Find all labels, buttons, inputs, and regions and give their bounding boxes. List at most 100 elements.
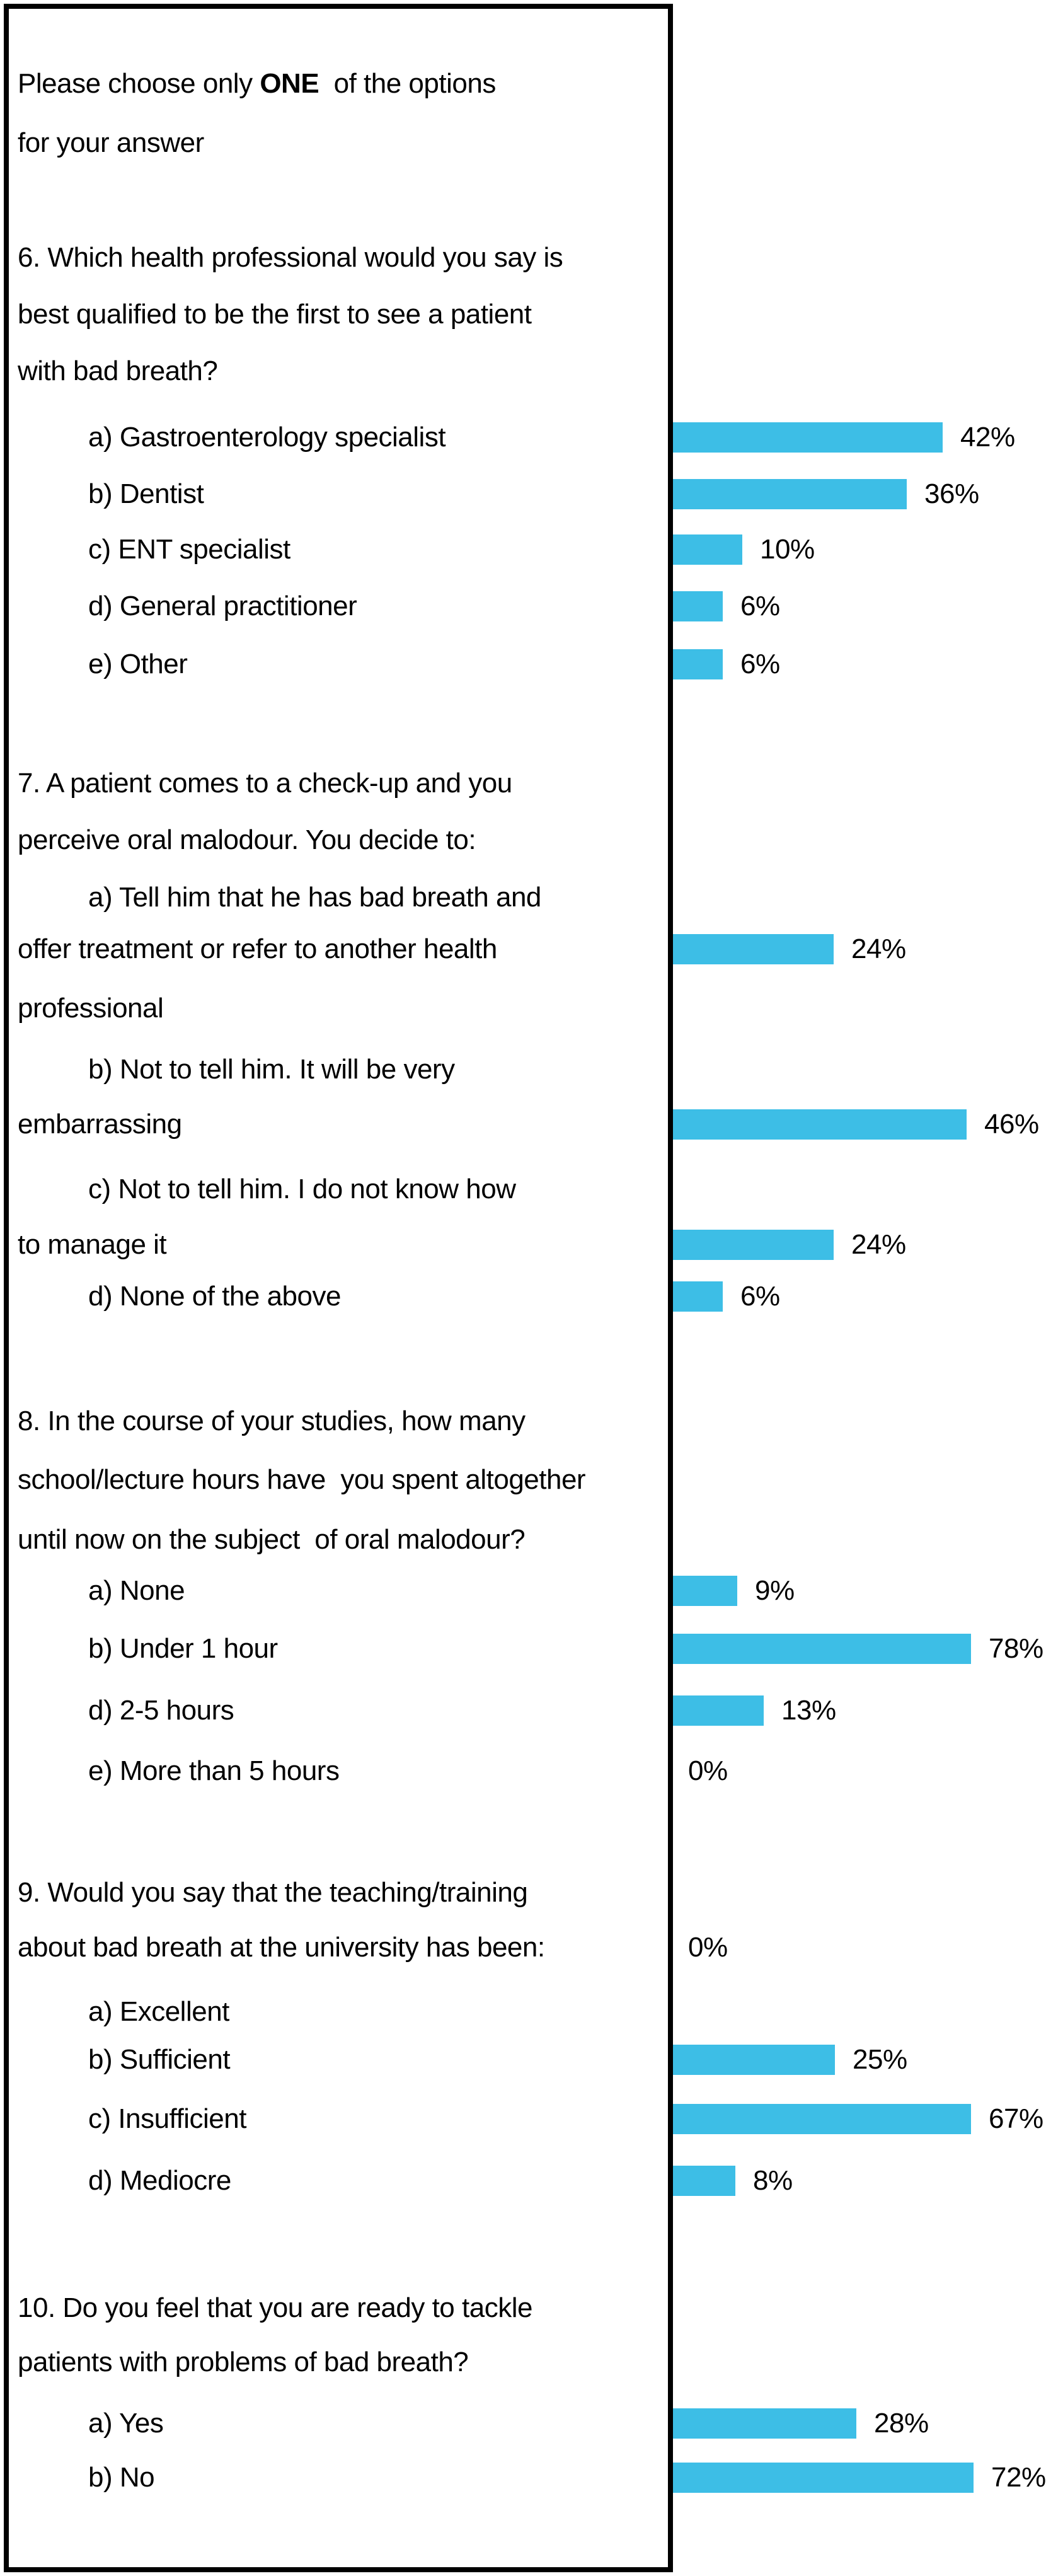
line-text: c) Not to tell him. I do not know how (88, 1174, 516, 1204)
line-text: 10. Do you feel that you are ready to ta… (18, 2292, 532, 2323)
intro-line: Please choose only ONE of the options (0, 55, 1046, 112)
text-line: with bad breath? (0, 343, 1046, 400)
value-label: 42% (960, 422, 1015, 453)
value-label: 25% (853, 2044, 907, 2075)
text-line: patients with problems of bad breath? (0, 2334, 1046, 2391)
line-text: d) Mediocre (88, 2165, 231, 2196)
text-line: 6. Which health professional would you s… (0, 229, 1046, 286)
value-label: 46% (984, 1109, 1039, 1140)
line-text: b) No (88, 2462, 155, 2493)
line-text: d) None of the above (88, 1281, 341, 1312)
text-line: school/lecture hours have you spent alto… (0, 1452, 1046, 1508)
text-line: best qualified to be the first to see a … (0, 286, 1046, 343)
bar (673, 1576, 737, 1606)
line-text: best qualified to be the first to see a … (18, 299, 532, 330)
line-text: patients with problems of bad breath? (18, 2347, 469, 2377)
option-line: c) Not to tell him. I do not know how (0, 1161, 1046, 1218)
line-text: a) None (88, 1575, 185, 1606)
option-line: e) Other 6% (0, 636, 1046, 693)
value-label: 6% (740, 649, 780, 679)
option-line: d) Mediocre 8% (0, 2152, 1046, 2209)
value-label: 24% (851, 1229, 906, 1260)
option-line: b) Under 1 hour 78% (0, 1620, 1046, 1677)
bar (673, 2166, 735, 2196)
option-line: b) Sufficient 25% (0, 2031, 1046, 2088)
line-text: until now on the subject of oral malodou… (18, 1524, 526, 1555)
line-text: about bad breath at the university has b… (18, 1932, 545, 1963)
value-label: 36% (924, 478, 979, 509)
line-text: perceive oral malodour. You decide to: (18, 824, 476, 855)
option-line: a) Gastroenterology specialist 42% (0, 409, 1046, 466)
text-line: for your answer (0, 115, 1046, 171)
value-label: 10% (760, 534, 815, 565)
line-text: a) Gastroenterology specialist (88, 422, 446, 453)
bar (673, 479, 907, 509)
value-label: 24% (851, 933, 906, 964)
option-line: a) None 9% (0, 1562, 1046, 1619)
intro-prefix: Please choose only (18, 68, 260, 99)
text-line: 8. In the course of your studies, how ma… (0, 1393, 1046, 1450)
bar (673, 2408, 856, 2439)
bar (673, 534, 742, 565)
option-line: a) Yes 28% (0, 2395, 1046, 2452)
line-text: 9. Would you say that the teaching/train… (18, 1877, 528, 1908)
line-text: b) Under 1 hour (88, 1633, 278, 1664)
intro-text: Please choose only ONE of the options (18, 55, 496, 112)
text-line: professional (0, 980, 1046, 1037)
question-text-box (4, 4, 673, 2572)
option-line: b) Dentist 36% (0, 466, 1046, 523)
text-line: perceive oral malodour. You decide to: (0, 812, 1046, 869)
bar (673, 649, 723, 679)
option-line: d) 2-5 hours 13% (0, 1682, 1046, 1739)
line-text: e) Other (88, 649, 188, 679)
text-line: 10. Do you feel that you are ready to ta… (0, 2280, 1046, 2336)
line-text: a) Excellent (88, 1996, 229, 2027)
bar (673, 1281, 723, 1312)
bar (673, 2045, 835, 2075)
line-text: e) More than 5 hours (88, 1755, 340, 1786)
line-text: b) Sufficient (88, 2044, 231, 2075)
text-line: to manage it 24% (0, 1216, 1046, 1273)
line-text: 8. In the course of your studies, how ma… (18, 1406, 526, 1436)
option-line: c) Insufficient 67% (0, 2091, 1046, 2147)
line-text: a) Tell him that he has bad breath and (88, 882, 541, 913)
value-label: 8% (753, 2165, 793, 2196)
value-label: 6% (740, 591, 780, 621)
value-label: 6% (740, 1281, 780, 1312)
line-text: professional (18, 993, 164, 1024)
text-line: 9. Would you say that the teaching/train… (0, 1864, 1046, 1921)
line-text: c) ENT specialist (88, 534, 290, 565)
value-label: 67% (989, 2103, 1043, 2134)
line-text: for your answer (18, 127, 204, 158)
line-text: d) General practitioner (88, 591, 357, 621)
bar (673, 2463, 974, 2493)
text-line: offer treatment or refer to another heal… (0, 921, 1046, 978)
option-line: b) No 72% (0, 2449, 1046, 2506)
option-line: a) Excellent (0, 1984, 1046, 2040)
line-text: a) Yes (88, 2408, 164, 2439)
line-text: 6. Which health professional would you s… (18, 242, 563, 273)
line-text: d) 2-5 hours (88, 1695, 234, 1726)
line-text: to manage it (18, 1229, 167, 1260)
line-text: with bad breath? (18, 355, 218, 386)
bar (673, 591, 723, 621)
intro-suffix: of the options (319, 68, 497, 99)
value-label: 0% (688, 1932, 728, 1963)
line-text: embarrassing (18, 1109, 182, 1140)
text-line: until now on the subject of oral malodou… (0, 1511, 1046, 1568)
line-text: school/lecture hours have you spent alto… (18, 1464, 586, 1495)
text-line: 7. A patient comes to a check-up and you (0, 755, 1046, 812)
value-label: 28% (874, 2408, 929, 2439)
line-text: c) Insufficient (88, 2103, 246, 2134)
value-label: 72% (991, 2462, 1046, 2493)
intro-bold-word: ONE (260, 68, 319, 99)
option-line: d) None of the above 6% (0, 1268, 1046, 1325)
bar (673, 1634, 971, 1664)
line-text: offer treatment or refer to another heal… (18, 933, 497, 964)
line-text: 7. A patient comes to a check-up and you (18, 768, 512, 799)
bar (673, 1695, 764, 1726)
option-line: b) Not to tell him. It will be very (0, 1041, 1046, 1098)
option-line: c) ENT specialist 10% (0, 521, 1046, 578)
line-text: b) Dentist (88, 478, 204, 509)
